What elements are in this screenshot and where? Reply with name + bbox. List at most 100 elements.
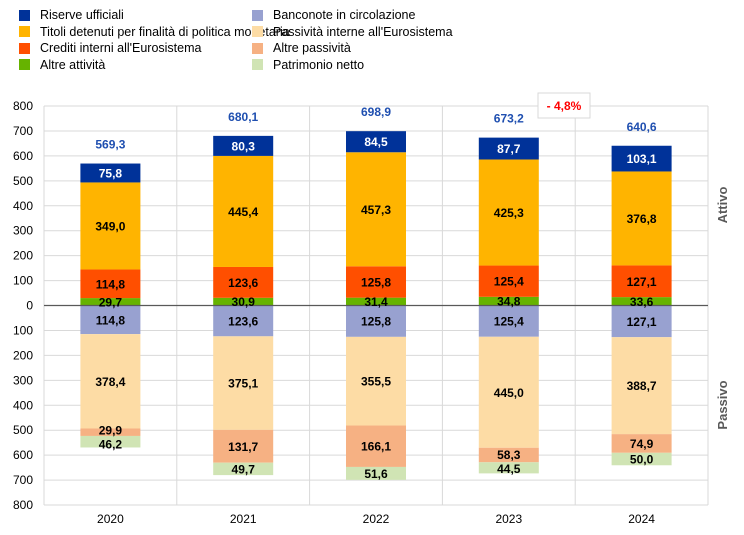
y-tick-label: 500: [13, 174, 33, 188]
data-label: 445,0: [494, 386, 524, 400]
legend-item: Patrimonio netto: [252, 58, 364, 72]
legend-item: Passività interne all'Eurosistema: [252, 25, 453, 39]
data-label: 375,1: [228, 377, 258, 391]
total-label: 640,6: [627, 120, 657, 134]
legend-swatch: [19, 42, 30, 54]
y-tick-label: 600: [13, 448, 33, 462]
y-tick-label: 200: [13, 249, 33, 263]
bar-segment: [80, 435, 141, 448]
data-label: 127,1: [627, 315, 657, 329]
data-label: 355,5: [361, 375, 391, 389]
bar-segment: [478, 447, 539, 463]
bar-segment: [478, 305, 539, 337]
legend-swatch: [252, 9, 263, 21]
y-tick-label: 0: [26, 299, 33, 313]
data-label: 34,8: [497, 295, 521, 309]
data-label: 445,4: [228, 205, 258, 219]
legend-item: Altre attività: [19, 58, 105, 72]
bar-segment: [346, 266, 406, 298]
total-label: 698,9: [361, 105, 391, 119]
legend-swatch: [19, 9, 30, 21]
data-label: 114,8: [96, 277, 126, 291]
bar-segment: [478, 137, 539, 160]
data-label: 49,7: [232, 462, 256, 476]
annotation-box: [537, 92, 591, 119]
legend-item: Titoli detenuti per finalità di politica…: [19, 25, 290, 39]
data-label: 84,5: [364, 135, 388, 149]
bar-segment: [213, 297, 274, 306]
data-label: 33,6: [630, 295, 654, 309]
bar-segment: [611, 171, 672, 266]
y-tick-label: 100: [13, 274, 33, 288]
legend-swatch: [252, 26, 263, 37]
data-label: 123,6: [228, 276, 258, 290]
data-label: 125,8: [361, 275, 391, 289]
bar-segment: [80, 269, 141, 299]
legend-label: Titoli detenuti per finalità di politica…: [40, 24, 290, 39]
legend-label: Crediti interni all'Eurosistema: [40, 41, 202, 55]
bar-segment: [346, 336, 406, 426]
y-tick-label: 800: [13, 498, 33, 512]
bar-segment: [213, 155, 274, 267]
legend-label: Banconote in circolazione: [273, 8, 416, 22]
bar-segment: [478, 159, 539, 266]
y-tick-label: 100: [13, 323, 33, 337]
y-tick-label: 800: [13, 99, 33, 113]
legend-label: Altre attività: [40, 57, 106, 72]
bar-segment: [611, 305, 672, 338]
data-label: 103,1: [627, 152, 657, 166]
bar-segment: [346, 297, 406, 306]
bar-segment: [346, 305, 406, 337]
data-label: 31,4: [364, 295, 388, 309]
data-label: 125,4: [494, 315, 524, 329]
data-label: 125,4: [494, 275, 524, 289]
bar-segment: [346, 131, 406, 153]
legend-swatch: [252, 59, 263, 70]
data-label: 114,8: [96, 313, 126, 327]
x-tick-label: 2022: [363, 512, 390, 526]
data-label: 123,6: [228, 314, 258, 328]
data-label: 166,1: [361, 440, 391, 454]
bar-segment: [213, 336, 274, 430]
y-tick-label: 300: [13, 224, 33, 238]
legend-item: Altre passività: [252, 41, 351, 55]
data-label: 349,0: [95, 219, 125, 233]
data-label: 87,7: [497, 142, 521, 156]
side-label-passivo: Passivo: [715, 380, 730, 429]
data-label: 74,9: [630, 437, 654, 451]
bar-segment: [213, 305, 274, 337]
annotation-label: - 4,8%: [547, 99, 582, 113]
bar-segment: [80, 182, 141, 270]
data-label: 378,4: [95, 375, 125, 389]
bar-segment: [346, 425, 406, 467]
y-tick-label: 600: [13, 149, 33, 163]
data-label: 425,3: [494, 206, 524, 220]
legend-item: Crediti interni all'Eurosistema: [19, 41, 201, 55]
legend-item: Banconote in circolazione: [252, 8, 415, 22]
y-tick-label: 700: [13, 473, 33, 487]
x-tick-label: 2020: [97, 512, 124, 526]
y-tick-label: 500: [13, 423, 33, 437]
data-label: 80,3: [232, 139, 256, 153]
data-label: 376,8: [627, 212, 657, 226]
bar-segment: [478, 462, 539, 474]
data-label: 75,8: [99, 166, 123, 180]
y-tick-label: 300: [13, 373, 33, 387]
bar-segment: [80, 334, 141, 429]
legend-swatch: [19, 59, 30, 70]
bar-segment: [80, 305, 141, 335]
legend-label: Riserve ufficiali: [40, 8, 124, 22]
data-label: 29,9: [99, 423, 123, 437]
x-tick-label: 2021: [230, 512, 257, 526]
legend-swatch: [252, 42, 263, 54]
legend-item: Riserve ufficiali: [19, 8, 124, 22]
bar-segment: [346, 466, 406, 480]
legend-label: Passività interne all'Eurosistema: [273, 24, 453, 39]
x-tick-label: 2023: [495, 512, 522, 526]
bar-segment: [611, 337, 672, 435]
legend-label: Altre passività: [273, 41, 351, 55]
data-label: 125,8: [361, 315, 391, 329]
y-tick-label: 200: [13, 348, 33, 362]
bar-segment: [611, 145, 672, 172]
